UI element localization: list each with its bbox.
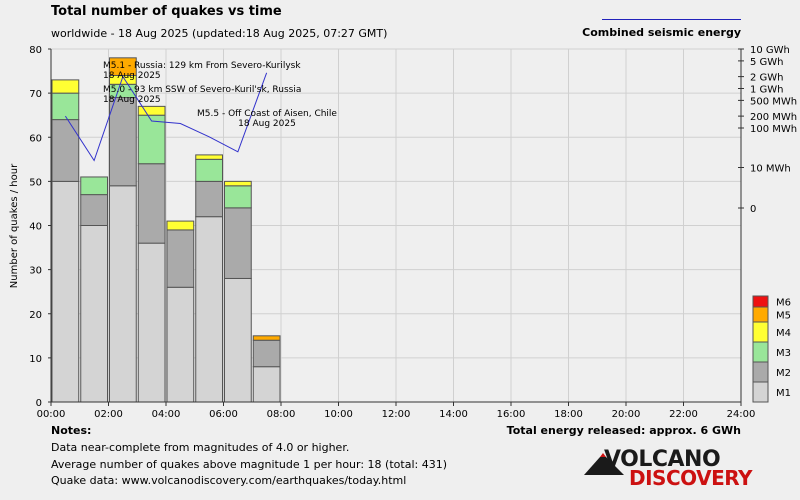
- annotation-line2: 18 Aug 2025: [103, 95, 161, 105]
- bar-segment-m1: [80, 225, 108, 403]
- note-line-1: Data near-complete from magnitudes of 4.…: [51, 441, 350, 454]
- bar-segment-m3: [137, 114, 166, 165]
- energy-tick-label: 100 MWh: [750, 124, 797, 135]
- bar-segment-m3: [195, 158, 223, 182]
- legend-swatch-m6: [752, 295, 769, 308]
- bar-segment-m2: [195, 180, 223, 218]
- bar-segment-m1: [195, 216, 223, 403]
- x-tick-label: 18:00: [554, 409, 583, 420]
- legend-label-m6: M6: [776, 298, 791, 309]
- energy-tick-label: 5 GWh: [750, 57, 784, 68]
- bar-segment-m2: [166, 229, 195, 288]
- bar-segment-m1: [166, 286, 195, 403]
- bar-segment-m1: [224, 277, 252, 403]
- legend-swatch-m2: [752, 361, 769, 383]
- bar-segment-m4: [166, 220, 195, 231]
- energy-tick-label: 10 GWh: [750, 45, 790, 56]
- energy-tick-label: 2 GWh: [750, 73, 784, 84]
- y-tick-label: 0: [36, 398, 42, 409]
- legend-label-m3: M3: [776, 348, 791, 359]
- legend-label-m2: M2: [776, 368, 791, 379]
- bar-segment-m4: [51, 79, 80, 94]
- annotation-line1: M5.1 - Russia: 129 km From Severo-Kurily…: [103, 61, 301, 71]
- energy-legend-line: [602, 19, 741, 20]
- x-tick-label: 24:00: [727, 409, 756, 420]
- x-tick-label: 08:00: [267, 409, 296, 420]
- energy-tick-label: 0: [750, 204, 756, 215]
- y-tick-label: 20: [29, 310, 42, 321]
- notes-heading: Notes:: [51, 424, 92, 437]
- note-line-3: Quake data: www.volcanodiscovery.com/ear…: [51, 474, 407, 487]
- y-tick-label: 10: [29, 354, 42, 365]
- y-tick-label: 70: [29, 89, 42, 100]
- grid: [51, 48, 741, 402]
- energy-line: [64, 72, 268, 162]
- bar-segment-m4: [137, 105, 166, 116]
- legend-swatch-m5: [752, 306, 769, 323]
- y-tick-label: 60: [29, 133, 42, 144]
- bar-segment-m3: [51, 92, 80, 121]
- bar-segment-m2: [109, 97, 137, 187]
- x-tick-label: 04:00: [152, 409, 181, 420]
- chart-title: Total number of quakes vs time: [51, 4, 282, 19]
- bar-segment-m3: [224, 185, 252, 209]
- legend-swatch-m1: [752, 381, 769, 403]
- x-tick-label: 02:00: [94, 409, 123, 420]
- volcano-logo-icon: [584, 453, 624, 475]
- legend-label-m4: M4: [776, 328, 791, 339]
- energy-tick-label: 500 MWh: [750, 96, 797, 107]
- magnitude-legend: M6 M5 M4 M3 M2 M1: [752, 295, 791, 403]
- bar-segment-m2: [51, 119, 80, 182]
- logo-line-1: VOLCANO: [604, 447, 721, 472]
- energy-curve: [64, 72, 268, 162]
- energy-tick-label: 10 MWh: [750, 164, 791, 175]
- bar-segment-m2: [80, 194, 108, 227]
- x-tick-label: 12:00: [382, 409, 411, 420]
- bar-segment-m5: [252, 335, 281, 341]
- bar-segment-m2: [137, 163, 166, 244]
- x-tick-label: 16:00: [497, 409, 526, 420]
- x-tick-label: 10:00: [324, 409, 353, 420]
- legend-label-m5: M5: [776, 311, 791, 322]
- y-axis-label: Number of quakes / hour: [9, 163, 20, 288]
- x-tick-label: 06:00: [209, 409, 238, 420]
- y-tick-label: 30: [29, 266, 42, 277]
- legend-swatch-m3: [752, 341, 769, 363]
- bar-segment-m1: [252, 366, 281, 403]
- annotations: M5.1 - Russia: 129 km From Severo-Kurily…: [103, 61, 337, 129]
- y-tick-label: 40: [29, 222, 42, 233]
- bar-segment-m4: [224, 180, 252, 187]
- legend-swatch-m4: [752, 321, 769, 343]
- total-energy-label: Total energy released: approx. 6 GWh: [506, 424, 741, 437]
- x-tick-label: 14:00: [439, 409, 468, 420]
- energy-legend-label: Combined seismic energy: [582, 26, 741, 39]
- chart-subtitle: worldwide - 18 Aug 2025 (updated:18 Aug …: [51, 27, 388, 40]
- y-tick-label: 80: [29, 45, 42, 56]
- y-tick-label: 50: [29, 177, 42, 188]
- annotation-line2: 18 Aug 2025: [238, 119, 296, 129]
- volcanodiscovery-logo[interactable]: VOLCANO DISCOVERY: [584, 447, 753, 490]
- note-line-2: Average number of quakes above magnitude…: [51, 458, 447, 471]
- bar-segment-m1: [109, 185, 137, 403]
- bar-segment-m1: [51, 180, 80, 403]
- bar-segment-m1: [137, 242, 166, 403]
- x-tick-label: 20:00: [612, 409, 641, 420]
- bar-segment-m2: [252, 339, 281, 368]
- bars: [51, 57, 281, 403]
- bar-segment-m5: [109, 57, 137, 76]
- x-tick-label: 00:00: [37, 409, 66, 420]
- logo-line-2: DISCOVERY: [629, 466, 753, 490]
- legend-label-m1: M1: [776, 388, 791, 399]
- axes: 0 10 20 30 40 50 60 70 80 00:00 02:00 04:00 06:00 08:…: [9, 45, 797, 420]
- x-tick-label: 22:00: [669, 409, 698, 420]
- annotation-line2: 18 Aug 2025: [103, 71, 161, 81]
- bar-segment-m4: [195, 154, 223, 160]
- annotation-line1: M5.0 - 93 km SSW of Severo-Kuril'sk, Rus…: [103, 85, 301, 95]
- energy-tick-label: 1 GWh: [750, 85, 784, 96]
- bar-segment-m3: [80, 176, 108, 196]
- energy-tick-label: 200 MWh: [750, 112, 797, 123]
- annotation-line1: M5.5 - Off Coast of Aisen, Chile: [197, 109, 337, 119]
- bar-segment-m2: [224, 207, 252, 279]
